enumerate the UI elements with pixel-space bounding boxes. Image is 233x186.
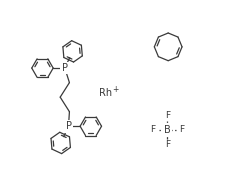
Text: P: P <box>62 63 68 73</box>
Text: +: + <box>112 85 119 94</box>
Text: P: P <box>65 121 72 131</box>
Text: B: B <box>164 125 171 135</box>
Text: F: F <box>165 140 170 149</box>
Text: F: F <box>165 111 170 120</box>
Text: F: F <box>179 125 184 134</box>
Text: Rh: Rh <box>99 88 112 98</box>
Text: F: F <box>151 125 156 134</box>
